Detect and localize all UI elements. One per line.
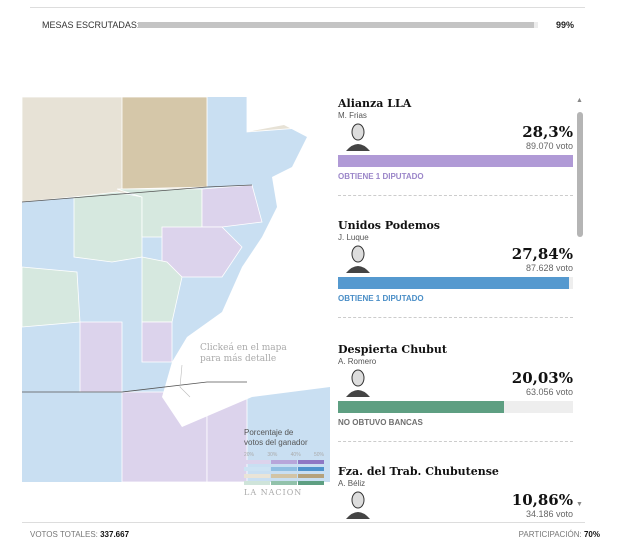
candidate-card[interactable]: Unidos Podemos J. Luque 27,84% 87.628 vo… <box>338 219 573 318</box>
legend-swatch <box>244 481 270 485</box>
mesas-percent: 99% <box>556 20 575 30</box>
scroll-down-icon[interactable]: ▼ <box>576 501 583 508</box>
map-region <box>201 184 263 228</box>
vote-bar <box>338 155 573 167</box>
legend-swatch <box>271 474 297 478</box>
candidate-name: A. Romero <box>338 357 377 366</box>
mesas-progress-bar <box>138 22 538 28</box>
vote-bar <box>338 277 573 289</box>
legend-row <box>244 460 324 464</box>
hint-line: para más detalle <box>200 354 277 364</box>
legend-swatch <box>271 460 297 464</box>
candidate-name: M. Frias <box>338 111 367 120</box>
legend-swatch <box>271 481 297 485</box>
divider <box>338 441 573 442</box>
legend-swatch <box>244 460 270 464</box>
seat-status: OBTIENE 1 DIPUTADO <box>338 172 424 181</box>
map-region <box>141 256 183 323</box>
scrollbar-thumb[interactable] <box>577 112 583 237</box>
vote-percent: 10,86% <box>511 491 573 509</box>
candidate-photo <box>346 491 370 519</box>
vote-bar <box>338 401 573 413</box>
legend-tick: 50% <box>313 452 324 458</box>
legend-tick: 20% <box>244 452 255 458</box>
divider <box>338 195 573 196</box>
map-sea <box>162 97 330 427</box>
seat-status: NO OBTUVO BANCAS <box>338 418 423 427</box>
legend-tick: 30% <box>267 452 278 458</box>
candidate-card[interactable]: Alianza LLA M. Frias 28,3% 89.070 voto O… <box>338 97 573 196</box>
participacion-value: 70% <box>583 530 600 539</box>
party-name: Alianza LLA <box>338 97 412 110</box>
legend-swatch <box>298 474 324 478</box>
votos-label: VOTOS TOTALES: <box>30 530 98 539</box>
map-hint: Clickeá en el mapa para más detalle <box>200 343 287 365</box>
vote-count: 87.628 voto <box>525 263 573 273</box>
candidate-name: A. Béliz <box>338 479 366 488</box>
legend-tick: 40% <box>290 452 301 458</box>
divider <box>22 522 585 523</box>
legend-swatch <box>271 467 297 471</box>
vote-bar-fill <box>338 277 570 289</box>
candidate-card[interactable]: Fza. del Trab. Chubutense A. Béliz 10,86… <box>338 465 573 519</box>
legend-row <box>244 467 324 471</box>
legend-title: votos del ganador <box>244 438 308 447</box>
participacion-label: PARTICIPACIÓN: <box>518 530 582 539</box>
party-name: Despierta Chubut <box>338 343 447 356</box>
candidate-card[interactable]: Despierta Chubut A. Romero 20,03% 63.056… <box>338 343 573 442</box>
map-legend: Porcentaje de votos del ganador 20% 30% 40… <box>244 428 324 497</box>
divider <box>338 317 573 318</box>
candidate-photo <box>346 245 370 273</box>
mesas-label: MESAS ESCRUTADAS: <box>42 20 140 30</box>
vote-count: 34.186 voto <box>525 509 573 519</box>
legend-swatch <box>298 481 324 485</box>
party-name: Fza. del Trab. Chubutense <box>338 465 499 478</box>
legend-swatch <box>298 460 324 464</box>
party-name: Unidos Podemos <box>338 219 440 232</box>
hint-line: Clickeá en el mapa <box>200 343 287 353</box>
votos-value: 337.667 <box>100 530 130 539</box>
map-region <box>22 266 81 328</box>
legend-swatch <box>244 467 270 471</box>
candidate-photo <box>346 123 370 151</box>
mesas-progress-fill <box>138 22 534 28</box>
vote-percent: 28,3% <box>522 123 573 141</box>
la-nacion-logo: LA NACION <box>244 488 303 497</box>
vote-bar-fill <box>338 401 505 413</box>
seat-status: OBTIENE 1 DIPUTADO <box>338 294 424 303</box>
scroll-up-icon[interactable]: ▲ <box>576 97 583 104</box>
participacion: PARTICIPACIÓN: 70% <box>519 530 600 539</box>
legend-title: Porcentaje de <box>244 428 294 437</box>
map-region <box>79 321 123 393</box>
map-region <box>73 191 143 263</box>
vote-bar-fill <box>338 155 573 167</box>
candidate-photo <box>346 369 370 397</box>
vote-count: 63.056 voto <box>525 387 573 397</box>
vote-count: 89.070 voto <box>525 141 573 151</box>
legend-row <box>244 474 324 478</box>
results-panel[interactable]: Alianza LLA M. Frias 28,3% 89.070 voto O… <box>330 95 575 520</box>
map[interactable] <box>22 97 330 482</box>
map-region <box>141 321 173 363</box>
vote-percent: 20,03% <box>511 369 573 387</box>
legend-swatch <box>244 474 270 478</box>
legend-row <box>244 481 324 485</box>
legend-swatch <box>298 467 324 471</box>
map-region <box>121 97 208 190</box>
votos-totales: VOTOS TOTALES: 337.667 <box>30 530 129 539</box>
candidate-name: J. Luque <box>338 233 369 242</box>
scrollbar[interactable]: ▲ ▼ <box>575 95 585 515</box>
divider <box>30 7 585 8</box>
vote-percent: 27,84% <box>511 245 573 263</box>
